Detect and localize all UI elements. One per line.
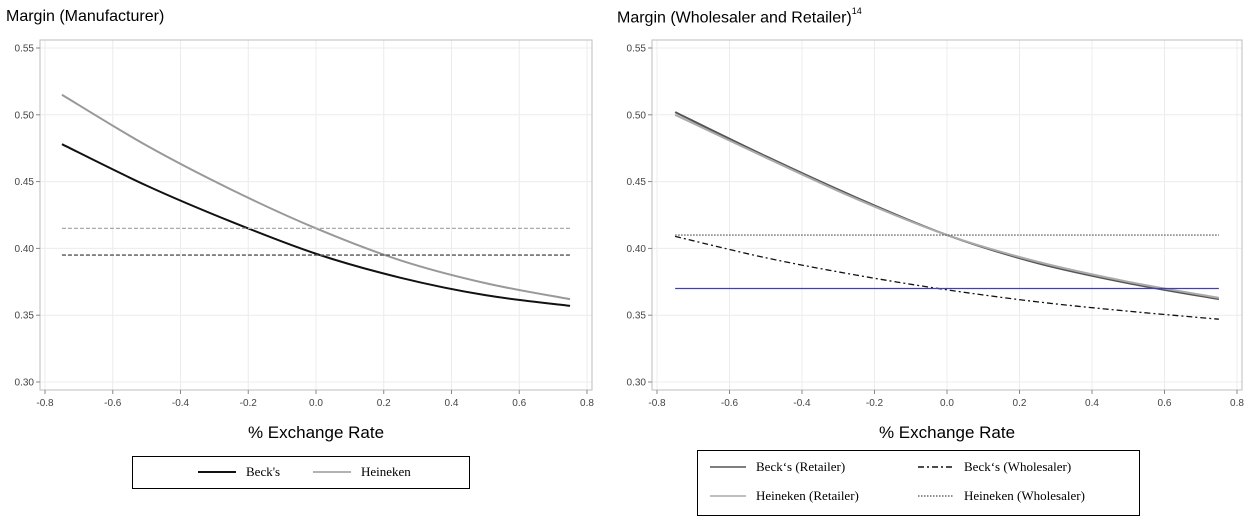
x-tick-label-wholesaler-retailer-8: 0.8 [1230,398,1244,409]
x-axis-label-manufacturer: % Exchange Rate [247,423,385,442]
y-tick-label-wholesaler-retailer-3: 0.45 [627,177,647,188]
y-tick-label-wholesaler-retailer-1: 0.35 [627,311,647,322]
y-tick-label-wholesaler-retailer-2: 0.40 [627,244,647,255]
x-tick-label-wholesaler-retailer-6: 0.4 [1085,398,1099,409]
legend-swatch-becks [198,471,236,473]
x-tick-label-wholesaler-retailer-3: -0.2 [866,398,884,409]
legend-item-heineken-wholesaler: Heineken (Wholesaler) [918,488,1085,504]
series-line-wholesaler-retailer-heineken-retailer [674,113,1220,299]
legend-swatch-heineken [313,471,351,473]
x-tick-label-manufacturer-8: 0.8 [580,398,594,409]
legend-swatch-heineken-retailer [710,495,746,497]
y-tick-label-manufacturer-5: 0.55 [15,44,35,55]
y-tick-label-wholesaler-retailer-4: 0.50 [627,110,647,121]
x-tick-label-manufacturer-4: 0.0 [309,398,323,409]
chart-title-wholesaler-retailer: Margin (Wholesaler and Retailer)14 [617,6,862,27]
legend-label-heineken: Heineken [361,464,411,479]
y-tick-label-manufacturer-4: 0.50 [15,110,35,121]
x-tick-label-wholesaler-retailer-5: 0.2 [1013,398,1027,409]
x-tick-label-wholesaler-retailer-4: 0.0 [940,398,954,409]
series-line-wholesaler-retailer-beck-s-wholesaler [674,235,1219,320]
x-tick-label-wholesaler-retailer-7: 0.6 [1158,398,1172,409]
chart-title-manufacturer: Margin (Manufacturer) [6,8,165,25]
legend-swatch-heineken-wholesaler [918,495,954,497]
legend-label-becks-wholesaler: Beck‘s (Wholesaler) [964,459,1072,474]
x-axis-label-wholesaler-retailer: % Exchange Rate [878,423,1016,442]
legend-manufacturer: Beck's Heineken [132,456,470,489]
y-tick-label-manufacturer-3: 0.45 [15,177,35,188]
legend-wholesaler-retailer: Beck‘s (Retailer) Beck‘s (Wholesaler) He… [697,450,1140,516]
x-tick-label-wholesaler-retailer-1: -0.6 [721,398,739,409]
x-tick-label-manufacturer-5: 0.2 [377,398,391,409]
legend-swatch-becks-retailer [710,466,746,468]
legend-label-heineken-retailer: Heineken (Retailer) [756,488,859,503]
x-tick-label-manufacturer-7: 0.6 [512,398,526,409]
y-tick-label-manufacturer-2: 0.40 [15,244,35,255]
y-tick-label-manufacturer-1: 0.35 [15,311,35,322]
legend-label-heineken-wholesaler: Heineken (Wholesaler) [964,488,1085,503]
legend-item-becks-wholesaler: Beck‘s (Wholesaler) [918,459,1071,475]
x-tick-label-manufacturer-6: 0.4 [445,398,459,409]
y-tick-label-manufacturer-0: 0.30 [15,378,35,389]
x-tick-label-manufacturer-2: -0.4 [172,398,190,409]
x-tick-label-manufacturer-3: -0.2 [240,398,258,409]
y-tick-label-wholesaler-retailer-0: 0.30 [627,378,647,389]
x-tick-label-manufacturer-0: -0.8 [36,398,54,409]
y-tick-label-wholesaler-retailer-5: 0.55 [627,44,647,55]
legend-label-becks-retailer: Beck‘s (Retailer) [756,459,846,474]
x-tick-label-manufacturer-1: -0.6 [104,398,122,409]
legend-item-becks-retailer: Beck‘s (Retailer) [710,459,845,475]
title-footnote: 14 [851,6,862,16]
legend-swatch-becks-wholesaler [918,466,954,468]
legend-item-heineken: Heineken [313,464,411,480]
series-line-manufacturer-beck-s [61,143,571,307]
x-tick-label-wholesaler-retailer-2: -0.4 [793,398,811,409]
legend-label-becks: Beck's [246,464,281,479]
x-tick-label-wholesaler-retailer-0: -0.8 [648,398,666,409]
legend-item-heineken-retailer: Heineken (Retailer) [710,488,859,504]
legend-item-becks: Beck's [198,464,280,480]
